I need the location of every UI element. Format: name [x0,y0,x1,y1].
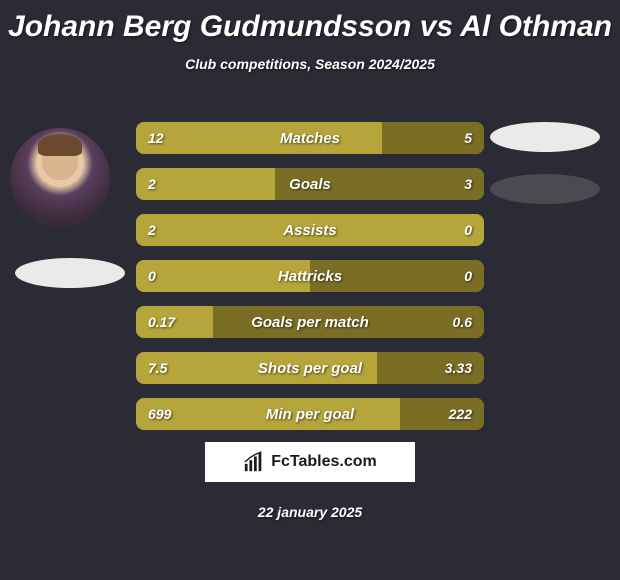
stat-fill-left [136,352,377,384]
stat-row: 7.53.33Shots per goal [136,352,484,384]
stat-row: 0.170.6Goals per match [136,306,484,338]
stat-value-left: 2 [148,214,156,246]
page-title: Johann Berg Gudmundsson vs Al Othman [0,0,620,44]
player-left-avatar [10,128,110,228]
stat-value-left: 0 [148,260,156,292]
subtitle: Club competitions, Season 2024/2025 [0,56,620,72]
stat-value-right: 5 [464,122,472,154]
stat-fill-left [136,122,382,154]
player-right-avatar-placeholder [490,122,600,152]
stat-value-left: 7.5 [148,352,167,384]
stat-value-left: 12 [148,122,164,154]
stat-fill-right [275,168,484,200]
stat-row: 23Goals [136,168,484,200]
stat-value-left: 0.17 [148,306,175,338]
stat-value-right: 222 [449,398,472,430]
stat-value-right: 0.6 [453,306,472,338]
stats-bars: 125Matches23Goals20Assists00Hattricks0.1… [136,122,484,444]
stat-row: 699222Min per goal [136,398,484,430]
stat-value-right: 3 [464,168,472,200]
fctables-logo: FcTables.com [205,442,415,482]
stat-value-left: 699 [148,398,171,430]
stat-fill-left [136,168,275,200]
player-left-shadow [15,258,125,288]
logo-text: FcTables.com [271,453,377,471]
stat-fill-right [213,306,484,338]
stat-value-right: 0 [464,214,472,246]
player-right-shadow [490,174,600,204]
stat-fill-right [310,260,484,292]
stat-fill-left [136,214,484,246]
stat-value-right: 0 [464,260,472,292]
stat-fill-left [136,260,310,292]
stat-value-left: 2 [148,168,156,200]
stat-row: 00Hattricks [136,260,484,292]
stat-value-right: 3.33 [445,352,472,384]
stat-row: 125Matches [136,122,484,154]
date-text: 22 january 2025 [0,504,620,520]
stat-fill-left [136,398,400,430]
stat-row: 20Assists [136,214,484,246]
chart-icon [243,451,265,473]
